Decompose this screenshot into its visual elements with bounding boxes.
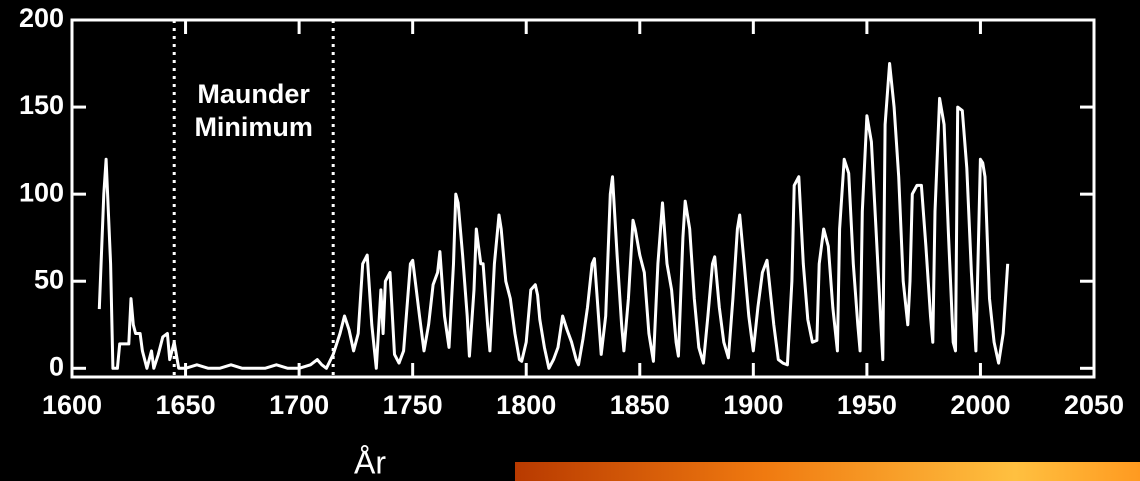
y-tick-label: 100: [19, 177, 64, 207]
annotation-text: Minimum: [194, 112, 313, 142]
x-tick-label: 1650: [156, 390, 216, 420]
x-tick-label: 1950: [837, 390, 897, 420]
x-tick-label: 1900: [723, 390, 783, 420]
x-tick-label: 2050: [1064, 390, 1124, 420]
sunspot-line: [97, 62, 1010, 370]
x-tick-label: 1850: [610, 390, 670, 420]
sun-image: [515, 462, 1140, 481]
x-tick-label: 1750: [383, 390, 443, 420]
y-tick-label: 50: [34, 264, 64, 294]
y-tick-label: 200: [19, 3, 64, 33]
x-axis-label: År: [354, 444, 386, 480]
annotation-text: Maunder: [197, 79, 310, 109]
x-tick-label: 1800: [496, 390, 556, 420]
x-tick-label: 2000: [950, 390, 1010, 420]
x-tick-label: 1700: [269, 390, 329, 420]
plot-frame: [70, 18, 1096, 379]
y-tick-label: 150: [19, 90, 64, 120]
x-tick-label: 1600: [42, 390, 102, 420]
y-tick-label: 0: [49, 351, 64, 381]
